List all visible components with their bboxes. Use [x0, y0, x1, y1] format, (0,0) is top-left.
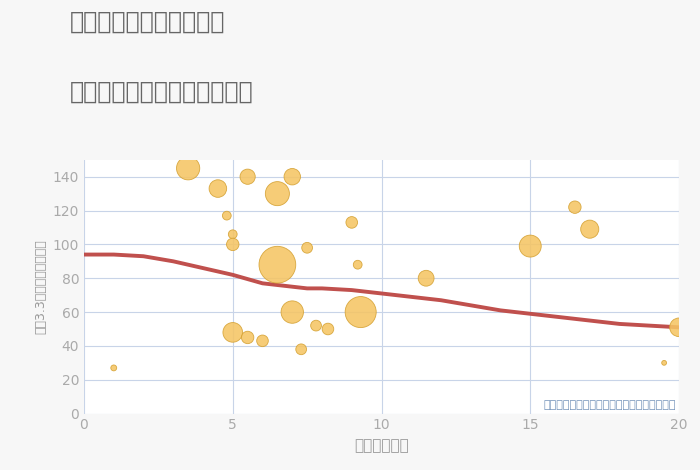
Text: 円の大きさは、取引のあった物件面積を示す: 円の大きさは、取引のあった物件面積を示す	[543, 400, 676, 410]
Point	[421, 274, 432, 282]
Point	[355, 308, 366, 316]
Point	[659, 359, 670, 367]
Point	[242, 173, 253, 180]
Text: 駅距離別中古マンション価格: 駅距離別中古マンション価格	[70, 80, 253, 104]
Point	[257, 337, 268, 345]
Point	[212, 185, 223, 192]
Point	[227, 329, 238, 336]
Point	[569, 204, 580, 211]
Point	[310, 322, 321, 329]
Point	[346, 219, 357, 226]
Point	[322, 325, 333, 333]
Point	[272, 261, 283, 268]
Point	[295, 345, 307, 353]
Point	[227, 241, 238, 248]
Point	[287, 173, 298, 180]
X-axis label: 駅距離（分）: 駅距離（分）	[354, 438, 409, 453]
Point	[183, 164, 194, 172]
Point	[525, 243, 536, 250]
Point	[584, 226, 595, 233]
Point	[221, 212, 232, 219]
Text: 奈良県奈良市中新屋町の: 奈良県奈良市中新屋町の	[70, 9, 225, 33]
Y-axis label: 坪（3.3㎡）単価（万円）: 坪（3.3㎡）単価（万円）	[34, 239, 47, 334]
Point	[287, 308, 298, 316]
Point	[108, 364, 119, 372]
Point	[227, 230, 238, 238]
Point	[352, 261, 363, 268]
Point	[272, 190, 283, 197]
Point	[302, 244, 313, 251]
Point	[242, 334, 253, 341]
Point	[673, 323, 685, 331]
